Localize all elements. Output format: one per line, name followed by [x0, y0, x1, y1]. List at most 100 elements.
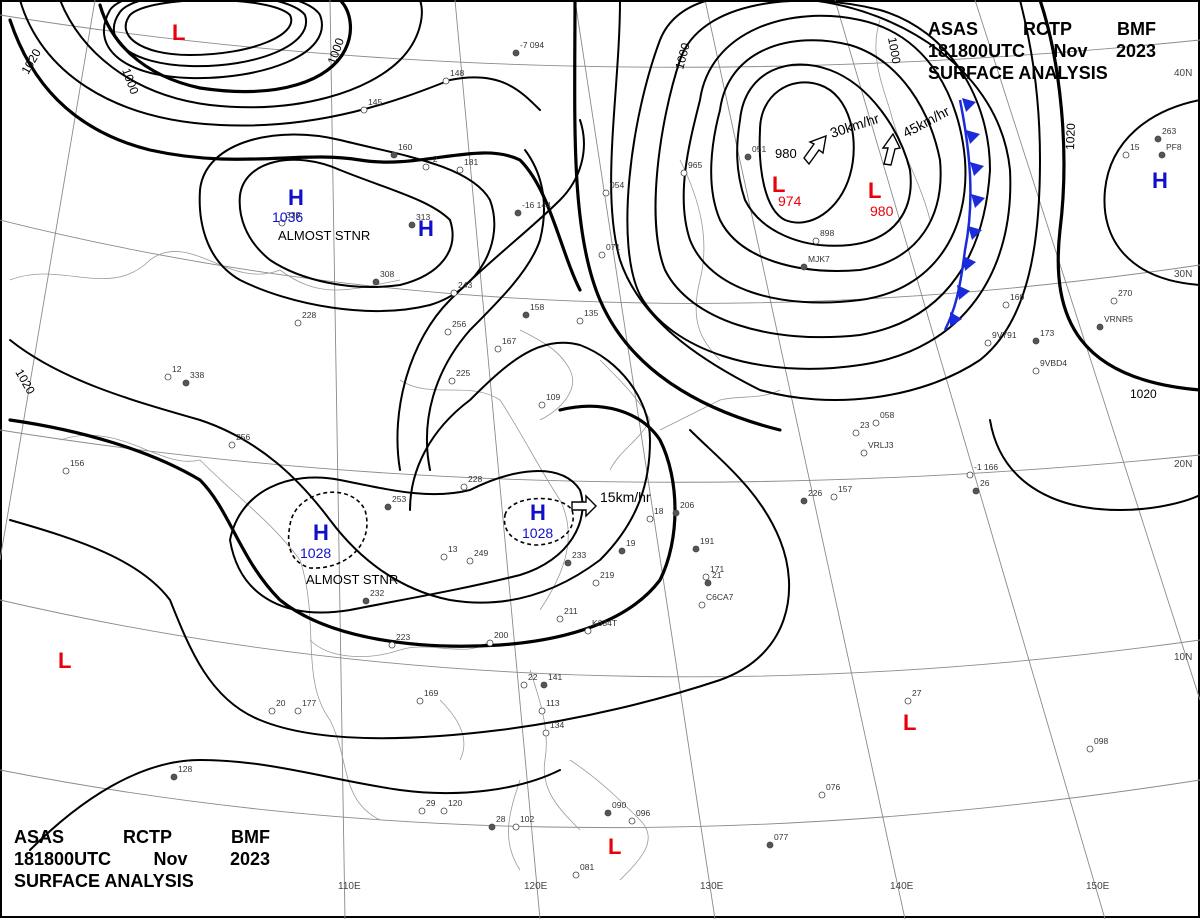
- station-plot: 157: [838, 484, 852, 494]
- station-plot: 223: [396, 632, 410, 642]
- station-marker-icon: [830, 493, 838, 501]
- station-plot: 27: [912, 688, 922, 698]
- station-marker-icon: [1158, 151, 1166, 159]
- station-marker-icon: [182, 379, 190, 387]
- station-marker-icon: [388, 641, 396, 649]
- station-marker-icon: [440, 807, 448, 815]
- high-center-symbol: H: [530, 500, 546, 525]
- station-marker-icon: [494, 345, 502, 353]
- station-marker-icon: [390, 151, 398, 159]
- header-word: ASAS: [14, 827, 65, 847]
- station-marker-icon: [538, 707, 546, 715]
- latitude-label: 10N: [1174, 652, 1192, 663]
- station-marker-icon: [1032, 337, 1040, 345]
- station-marker-icon: [904, 697, 912, 705]
- station-marker-icon: [416, 697, 424, 705]
- station-marker-icon: [1002, 301, 1010, 309]
- station-marker-icon: [372, 278, 380, 286]
- station-plot: 22: [528, 672, 538, 682]
- station-plot: MJK7: [808, 254, 830, 264]
- station-plot: 249: [474, 548, 488, 558]
- station-plot: 135: [584, 308, 598, 318]
- station-plot: VRNR5: [1104, 314, 1133, 324]
- latitude-label: 20N: [1174, 459, 1192, 470]
- header-word: Nov: [1053, 41, 1088, 61]
- header-top: ASAS RCTP BMF 181800UTC Nov 2023 SURFACE…: [928, 18, 1156, 84]
- station-plot: 200: [494, 630, 508, 640]
- isobar-label: 1020: [1130, 387, 1157, 401]
- station-marker-icon: [294, 319, 302, 327]
- latitude-label: 30N: [1174, 269, 1192, 280]
- station-marker-icon: [440, 553, 448, 561]
- station-plot: 233: [572, 550, 586, 560]
- station-marker-icon: [564, 559, 572, 567]
- station-plot: 096: [636, 808, 650, 818]
- isobar-label: 1000: [885, 36, 903, 65]
- station-plot: 120: [448, 798, 462, 808]
- high-center-symbol: H: [288, 185, 304, 210]
- station-plot: PF8: [1166, 142, 1182, 152]
- header-word: BMF: [230, 827, 270, 847]
- longitude-label: 110E: [338, 881, 361, 892]
- isobars: [8, 0, 1200, 851]
- station-marker-icon: [450, 289, 458, 297]
- low-isobar-value: 980: [775, 146, 797, 161]
- station-marker-icon: [486, 639, 494, 647]
- low-pressure-value: 974: [778, 193, 802, 209]
- low-center-symbol: L: [172, 20, 185, 45]
- station-marker-icon: [514, 209, 522, 217]
- station-plot: 23: [860, 420, 870, 430]
- station-marker-icon: [540, 681, 548, 689]
- station-marker-icon: [646, 515, 654, 523]
- station-marker-icon: [442, 77, 450, 85]
- station-plot: 225: [456, 368, 470, 378]
- station-plot: 128: [178, 764, 192, 774]
- low-center-symbol: L: [608, 834, 621, 859]
- station-plot: 156: [70, 458, 84, 468]
- station-marker-icon: [1154, 135, 1162, 143]
- station-plot: -1 166: [974, 462, 998, 472]
- station-marker-icon: [1032, 367, 1040, 375]
- header-word: ASAS: [928, 19, 979, 39]
- station-marker-icon: [418, 807, 426, 815]
- station-plot: 338: [190, 370, 204, 380]
- station-marker-icon: [408, 221, 416, 229]
- station-plot: 15: [1130, 142, 1140, 152]
- high-note: ALMOST STNR: [306, 572, 398, 587]
- station-plot: 051: [752, 144, 766, 154]
- station-plot: 26: [980, 478, 990, 488]
- station-plot: 145: [368, 97, 382, 107]
- station-marker-icon: [268, 707, 276, 715]
- station-plot: 253: [392, 494, 406, 504]
- station-marker-icon: [604, 809, 612, 817]
- station-marker-icon: [680, 169, 688, 177]
- motion-arrow-icon: [881, 132, 902, 166]
- station-marker-icon: [360, 106, 368, 114]
- station-marker-icon: [576, 317, 584, 325]
- header-word: 2023: [229, 849, 270, 869]
- station-plot: 18: [654, 506, 664, 516]
- station-marker-icon: [698, 601, 706, 609]
- station-marker-icon: [520, 681, 528, 689]
- low-center-symbol: L: [772, 172, 785, 197]
- station-plot: 256: [452, 319, 466, 329]
- station-marker-icon: [984, 339, 992, 347]
- station-plot: 12: [172, 364, 182, 374]
- station-plot: 243: [458, 280, 472, 290]
- header-word: BMF: [1116, 19, 1156, 39]
- station-plot: 169: [424, 688, 438, 698]
- station-marker-icon: [800, 497, 808, 505]
- station-marker-icon: [618, 547, 626, 555]
- station-plot: 29: [426, 798, 436, 808]
- low-center-symbol: L: [868, 178, 881, 203]
- station-plot: 054: [610, 180, 624, 190]
- station-marker-icon: [592, 579, 600, 587]
- station-marker-icon: [164, 373, 172, 381]
- station-marker-icon: [818, 791, 826, 799]
- dashed-isobars: [287, 491, 574, 569]
- station-marker-icon: [852, 429, 860, 437]
- station-plot: C6CA7: [706, 592, 734, 602]
- station-marker-icon: [522, 311, 530, 319]
